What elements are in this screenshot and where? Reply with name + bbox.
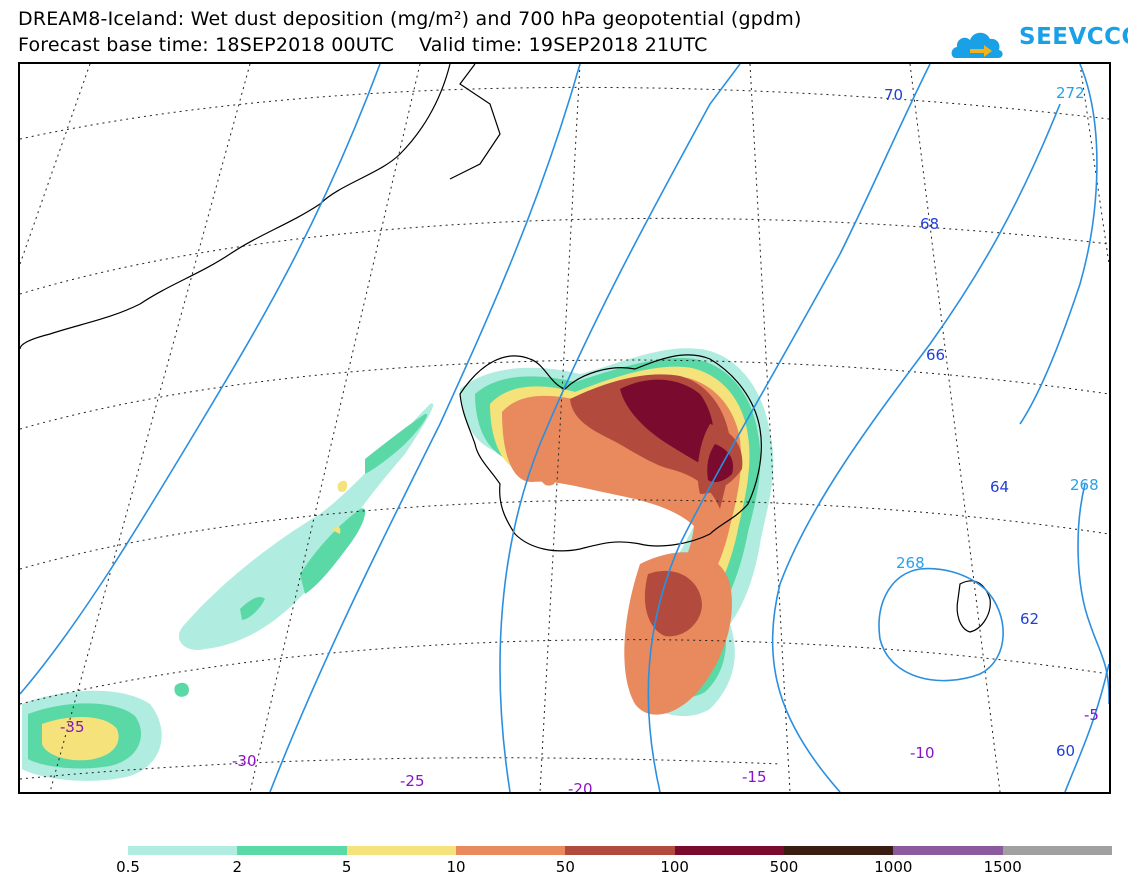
z-label: 60: [1056, 742, 1075, 760]
geopotential-labels: 70 68 66 64 62 60 272 268 268: [884, 84, 1099, 760]
graticule-lines: [20, 64, 1109, 792]
z-label: 68: [920, 215, 939, 233]
longitude-labels: -35 -30 -25 -20 -15 -10 -5: [60, 706, 1099, 792]
z-label: 268: [896, 554, 925, 572]
z-label: 70: [884, 86, 903, 104]
legend-swatch: [565, 846, 675, 855]
lon-label: -25: [400, 772, 425, 790]
color-scale-bar: [128, 846, 1112, 855]
map-title: DREAM8-Iceland: Wet dust deposition (mg/…: [18, 8, 802, 30]
legend-swatch: [1002, 846, 1112, 855]
cloud-arrow-icon: [951, 32, 1003, 58]
lon-label: -20: [568, 780, 593, 792]
legend-swatch: [674, 846, 784, 855]
legend-swatch: [893, 846, 1003, 855]
z-label: 272: [1056, 84, 1085, 102]
legend-label: 5: [341, 858, 352, 876]
coastlines: [20, 64, 991, 633]
legend-swatch: [346, 846, 456, 855]
legend-swatch: [128, 846, 238, 855]
lon-label: -10: [910, 744, 935, 762]
legend-label: 1500: [983, 858, 1022, 876]
legend-label: 50: [555, 858, 575, 876]
map-canvas: -35 -30 -25 -20 -15 -10 -5 70 68 66 64 6…: [20, 64, 1109, 792]
logo-text: SEEVCCC: [1019, 24, 1128, 50]
z-label: 66: [926, 346, 945, 364]
lon-label: -35: [60, 718, 85, 736]
legend-label: 0.5: [116, 858, 140, 876]
map-panel[interactable]: -35 -30 -25 -20 -15 -10 -5 70 68 66 64 6…: [18, 62, 1111, 794]
legend-label: 1000: [874, 858, 913, 876]
lon-label: -30: [232, 752, 257, 770]
z-label: 268: [1070, 476, 1099, 494]
z-label: 64: [990, 478, 1009, 496]
legend-label: 500: [769, 858, 799, 876]
legend-label: 10: [446, 858, 466, 876]
legend-label: 2: [232, 858, 243, 876]
legend-swatch: [237, 846, 347, 855]
z-label: 62: [1020, 610, 1039, 628]
lon-label: -15: [742, 768, 767, 786]
legend-swatch: [783, 846, 894, 855]
legend-swatch: [455, 846, 566, 855]
forecast-time-line: Forecast base time: 18SEP2018 00UTC Vali…: [18, 34, 708, 56]
geopotential-contours: [20, 64, 1109, 792]
legend-label: 100: [660, 858, 689, 876]
dust-deposition-field: [22, 348, 774, 781]
lon-label: -5: [1084, 706, 1099, 724]
